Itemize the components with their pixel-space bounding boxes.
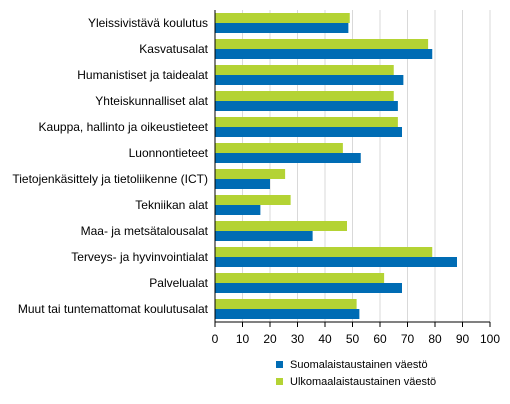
bar-ulkomaalaistaustainen bbox=[215, 247, 433, 257]
category-label: Kauppa, hallinto ja oikeustieteet bbox=[39, 120, 209, 134]
bar-suomalaistaustainen bbox=[215, 231, 313, 241]
bar-suomalaistaustainen bbox=[215, 101, 398, 111]
x-tick-label: 10 bbox=[236, 332, 250, 346]
bars bbox=[215, 13, 457, 319]
category-label: Palvelualat bbox=[149, 276, 208, 290]
x-tick-label: 0 bbox=[212, 332, 219, 346]
bar-suomalaistaustainen bbox=[215, 75, 404, 85]
legend: Suomalaistaustainen väestö Ulkomaalaistau… bbox=[276, 359, 436, 388]
category-label: Maa- ja metsätalousalat bbox=[81, 224, 209, 238]
category-label: Tekniikan alat bbox=[135, 198, 208, 212]
bar-ulkomaalaistaustainen bbox=[215, 195, 291, 205]
bar-suomalaistaustainen bbox=[215, 309, 360, 319]
category-label: Humanistiset ja taidealat bbox=[77, 68, 208, 82]
bar-suomalaistaustainen bbox=[215, 153, 361, 163]
bar-ulkomaalaistaustainen bbox=[215, 39, 429, 49]
legend-swatch bbox=[276, 361, 283, 368]
x-tick-label: 90 bbox=[456, 332, 470, 346]
x-tick-label: 50 bbox=[346, 332, 360, 346]
category-label: Yleissivistävä koulutus bbox=[88, 16, 208, 30]
bar-ulkomaalaistaustainen bbox=[215, 91, 394, 101]
bar-ulkomaalaistaustainen bbox=[215, 299, 357, 309]
x-tick-label: 20 bbox=[263, 332, 277, 346]
x-tick-label: 100 bbox=[480, 332, 500, 346]
x-tick-label: 70 bbox=[401, 332, 415, 346]
bar-ulkomaalaistaustainen bbox=[215, 143, 343, 153]
bar-ulkomaalaistaustainen bbox=[215, 13, 350, 23]
bar-ulkomaalaistaustainen bbox=[215, 169, 286, 179]
bar-ulkomaalaistaustainen bbox=[215, 273, 385, 283]
bar-ulkomaalaistaustainen bbox=[215, 221, 347, 231]
bar-suomalaistaustainen bbox=[215, 23, 349, 33]
x-axis: 0 10 20 30 40 50 60 70 80 90 100 bbox=[212, 10, 500, 346]
category-label: Kasvatusalat bbox=[139, 42, 208, 56]
x-tick-label: 40 bbox=[318, 332, 332, 346]
legend-label: Ulkomaalaistaustainen väestö bbox=[290, 376, 436, 388]
bar-ulkomaalaistaustainen bbox=[215, 117, 398, 127]
category-label: Yhteiskunnalliset alat bbox=[95, 94, 208, 108]
legend-swatch bbox=[276, 378, 283, 385]
bar-suomalaistaustainen bbox=[215, 49, 433, 59]
gridlines bbox=[242, 10, 491, 322]
bar-suomalaistaustainen bbox=[215, 205, 261, 215]
bar-ulkomaalaistaustainen bbox=[215, 65, 394, 75]
bar-suomalaistaustainen bbox=[215, 127, 402, 137]
x-tick-label: 80 bbox=[428, 332, 442, 346]
legend-label: Suomalaistaustainen väestö bbox=[290, 359, 428, 371]
bar-suomalaistaustainen bbox=[215, 257, 457, 267]
x-tick-label: 60 bbox=[373, 332, 387, 346]
category-label: Tietojenkäsittely ja tietoliikenne (ICT) bbox=[12, 172, 208, 186]
category-labels: Yleissivistävä koulutus Kasvatusalat Human… bbox=[12, 16, 208, 316]
category-label: Muut tai tuntemattomat koulutusalat bbox=[18, 302, 209, 316]
bar-suomalaistaustainen bbox=[215, 283, 402, 293]
category-label: Luonnontieteet bbox=[129, 146, 209, 160]
category-label: Terveys- ja hyvinvointialat bbox=[71, 250, 208, 264]
bar-suomalaistaustainen bbox=[215, 179, 270, 189]
x-tick-label: 30 bbox=[291, 332, 305, 346]
